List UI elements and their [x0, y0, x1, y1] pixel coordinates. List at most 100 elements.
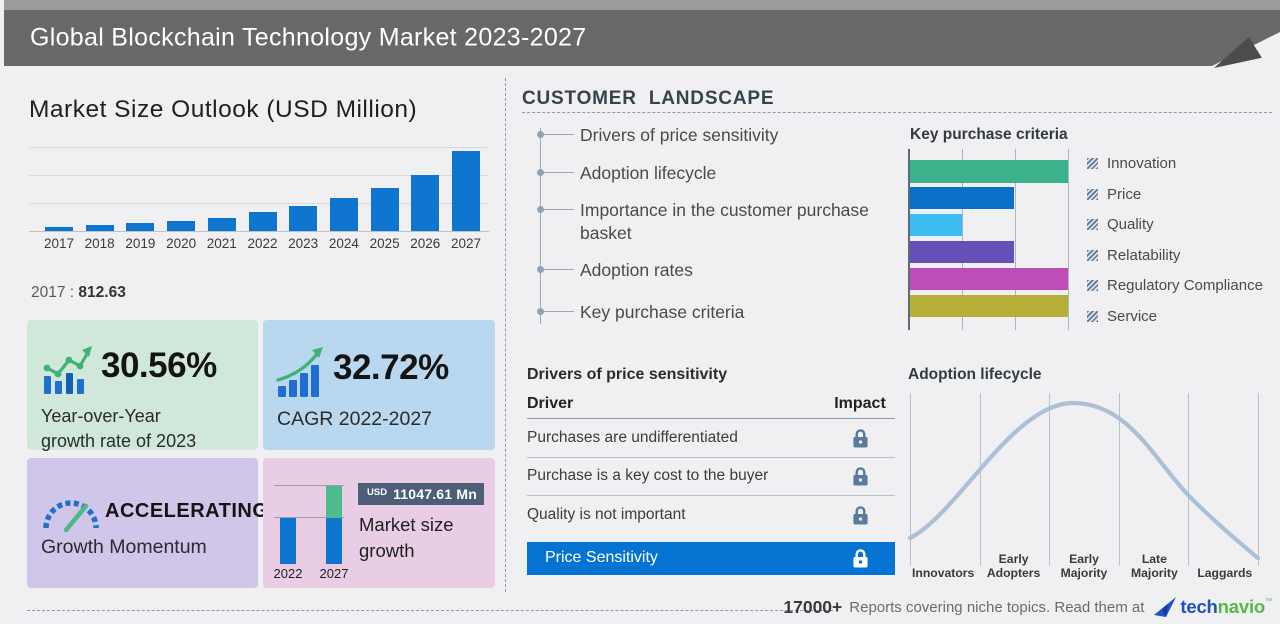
legend-swatch-icon [1087, 311, 1098, 322]
dps-rows: Purchases are undifferentiated Purchase … [527, 419, 895, 535]
kpc-bar [910, 160, 1068, 183]
customer-landscape-rule [522, 112, 1272, 113]
lock-cell [825, 428, 895, 448]
momentum-label: Growth Momentum [41, 536, 207, 558]
gridline [1049, 393, 1050, 566]
market-size-year-label: 2019 [125, 236, 156, 251]
left-edge-strip [0, 0, 4, 70]
market-size-bar [85, 225, 114, 231]
legend-swatch-icon [1087, 158, 1098, 169]
footer-divider [27, 610, 833, 611]
gridline [274, 517, 344, 518]
legend-label: Service [1107, 308, 1158, 325]
base-year-value: 812.63 [78, 284, 126, 301]
gridline [1257, 393, 1259, 566]
landscape-list-item: Key purchase criteria [537, 301, 885, 324]
yoy-growth-label: Year-over-Year growth rate of 2023 [41, 406, 197, 452]
customer-landscape-list: Drivers of price sensitivity Adoption lif… [522, 118, 902, 333]
market-size-bar [248, 211, 277, 231]
gridline [274, 485, 344, 486]
lock-icon [852, 506, 868, 525]
market-size-year-label: 2018 [84, 236, 115, 251]
gauge-icon [43, 500, 99, 533]
stat-card-momentum: ACCELERATING Growth Momentum [27, 458, 268, 588]
market-size-bar [167, 221, 196, 231]
cagr-value: 32.72% [333, 348, 449, 387]
growth-amount: 11047.61 Mn [393, 486, 477, 502]
market-size-year-label: 2026 [410, 236, 441, 251]
market-size-bar [452, 151, 480, 231]
price-sensitivity-row: Price Sensitivity [527, 541, 895, 575]
adoption-lifecycle-title: Adoption lifecycle [908, 366, 1042, 383]
lock-icon [852, 428, 868, 448]
base-year-callout: 2017 : 812.63 [31, 284, 126, 302]
usd-value-badge: USD 11047.61 Mn [358, 483, 484, 505]
gridline [910, 393, 911, 566]
customer-landscape-title: CUSTOMER LANDSCAPE [522, 88, 775, 109]
table-row: Purchases are undifferentiated [527, 419, 895, 458]
market-size-bar [329, 197, 358, 231]
mini-year-label: 2022 [273, 566, 303, 581]
landscape-list-item: Importance in the customer purchase bask… [537, 199, 885, 245]
landscape-list-item: Adoption rates [537, 259, 885, 282]
brand-trademark: ™ [1265, 598, 1272, 605]
legend-swatch-icon [1087, 280, 1098, 292]
table-header: Driver Impact [527, 393, 895, 419]
table-row: Purchase is a key cost to the buyer [527, 458, 895, 496]
report-count: 17000+ [783, 596, 843, 617]
trend-bars-icon [43, 346, 92, 394]
key-purchase-criteria-title: Key purchase criteria [910, 126, 1068, 143]
footer-text: Reports covering niche topics. Read them… [849, 598, 1145, 616]
market-size-bar [370, 187, 399, 231]
market-size-bar [411, 174, 440, 231]
kpc-plot [908, 149, 1074, 330]
gridline [29, 147, 489, 148]
footer-note: 17000+ Reports covering niche topics. Re… [783, 596, 1272, 618]
gridline [1068, 149, 1069, 330]
kpc-bar [910, 240, 1015, 264]
mini-year-label: 2027 [319, 566, 349, 581]
price-sensitivity-title: Drivers of price sensitivity [527, 366, 728, 383]
driver-label: Quality is not important [527, 506, 686, 524]
lifecycle-stage-label: Innovators [912, 565, 975, 580]
lifecycle-stage-label: Early Majority [1060, 551, 1108, 580]
legend-label: Price [1107, 185, 1142, 203]
market-size-bar [45, 226, 73, 231]
gridline [1118, 393, 1120, 566]
momentum-value: ACCELERATING [105, 500, 269, 522]
technavio-logo[interactable]: tech navio ™ [1154, 596, 1272, 618]
growth-arrow-icon [276, 347, 323, 397]
driver-label: Purchase is a key cost to the buyer [527, 467, 769, 485]
bell-curve [908, 400, 1260, 561]
kpc-legend-item: Regulatory Compliance [1087, 277, 1263, 294]
kpc-bar [910, 186, 1015, 210]
stat-card-yoy: 30.56% Year-over-Year growth rate of 202… [27, 320, 258, 451]
gridline [979, 393, 981, 566]
kpc-legend-item: Innovation [1087, 155, 1176, 172]
column-header-impact: Impact [834, 395, 886, 412]
market-size-bar [126, 223, 155, 231]
lifecycle-stage-label: Laggards [1197, 565, 1253, 580]
kpc-legend-item: Service [1087, 308, 1158, 325]
gridline [29, 175, 489, 176]
price-sensitivity-table: Driver Impact Purchases are undifferenti… [527, 393, 895, 575]
lock-icon [852, 467, 868, 486]
brand-navio: navio [1217, 596, 1266, 617]
lock-cell [825, 548, 895, 568]
driver-label: Purchases are undifferentiated [527, 428, 738, 446]
kpc-legend-item: Quality [1087, 216, 1154, 233]
market-size-year-label: 2024 [328, 236, 359, 251]
legend-swatch-icon [1087, 249, 1098, 261]
gridline [29, 203, 489, 204]
yoy-growth-value: 30.56% [101, 346, 217, 385]
kpc-legend-item: Relatability [1087, 247, 1180, 264]
adoption-lifecycle-chart [908, 390, 1260, 566]
legend-swatch-icon [1087, 219, 1098, 231]
market-size-bar [207, 218, 236, 231]
landscape-list-item: Adoption lifecycle [537, 162, 885, 185]
top-edge-strip [0, 0, 1280, 10]
base-year-separator: : [69, 284, 75, 301]
market-size-year-label: 2023 [288, 236, 319, 251]
gridline [1015, 149, 1016, 330]
